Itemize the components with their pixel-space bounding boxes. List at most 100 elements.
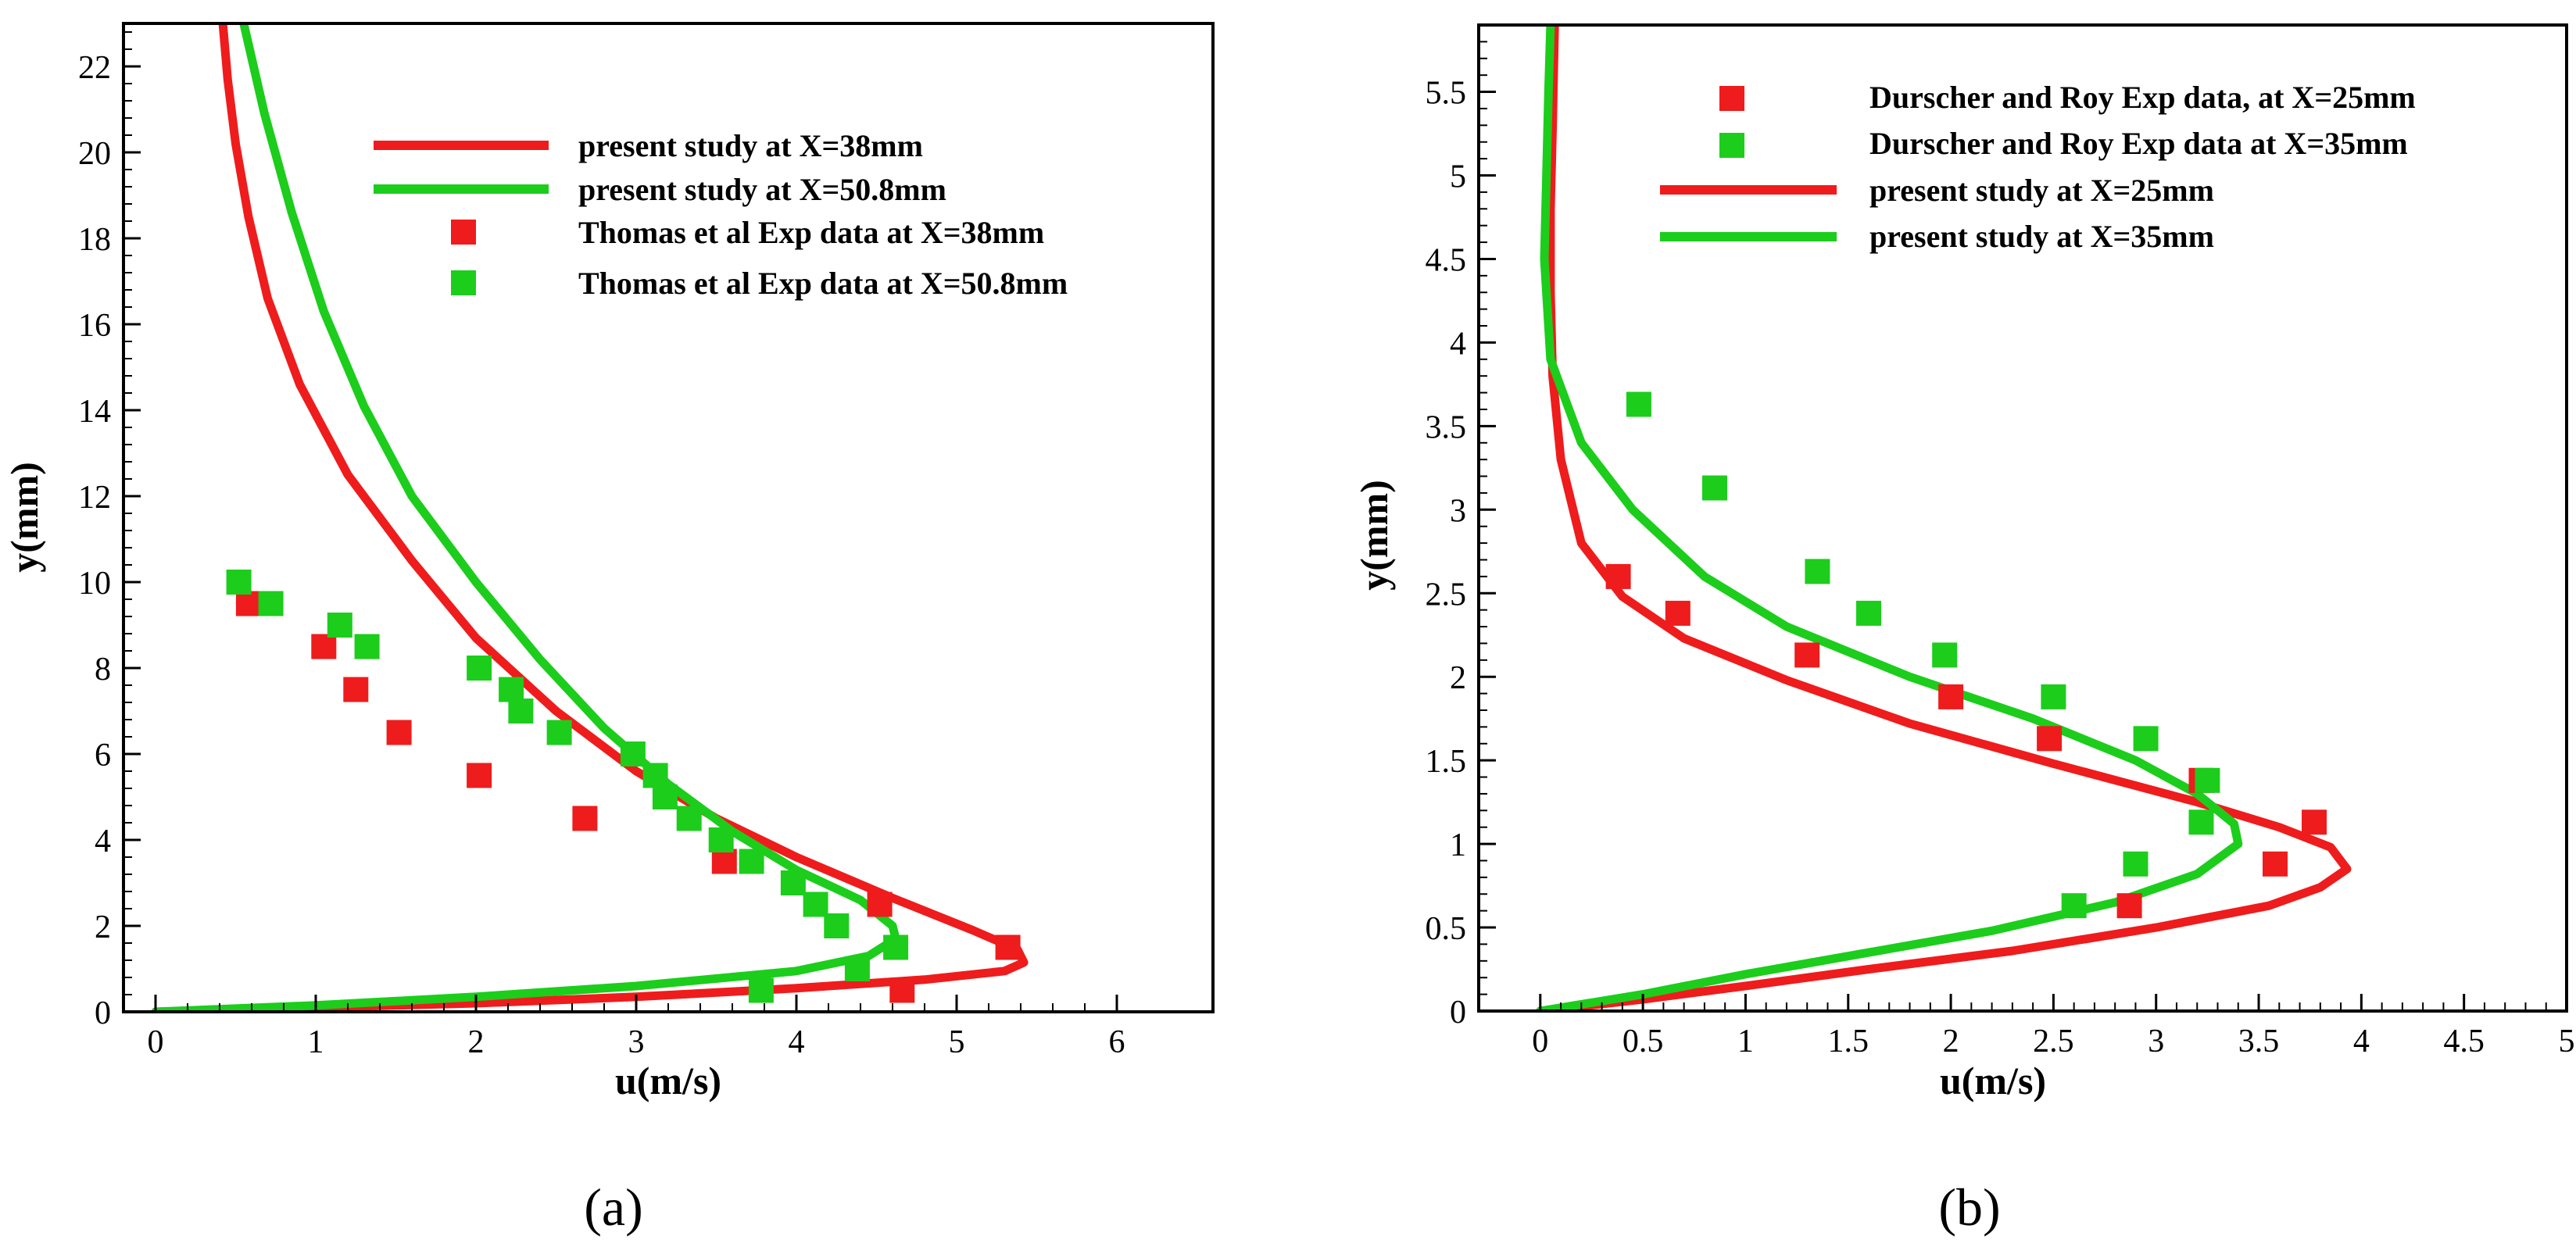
data-point-b-1-3 — [1856, 600, 1881, 626]
series-layer-a — [151, 23, 1029, 1012]
y-tick-label-a-1: 2 — [95, 909, 111, 945]
data-point-b-0-4 — [2037, 726, 2063, 752]
y-tick-label-a-3: 6 — [95, 738, 111, 774]
data-point-a-2-7 — [867, 891, 893, 917]
panel-label-b: (b) — [1938, 1177, 2000, 1237]
x-tick-label-b-10: 5 — [2559, 1024, 2575, 1059]
data-point-b-1-0 — [1626, 391, 1651, 417]
x-tick-label-b-5: 2.5 — [2033, 1024, 2074, 1059]
data-point-b-1-6 — [2133, 726, 2159, 752]
ticks-layer-b: 0 0.5 1 1.5 2 2.5 3 3.5 4 4.5 5 0 0.5 1 1.5 2 2.5 3 3.5 4 4.… — [1426, 24, 2575, 1059]
legend-label-b-3: present study at X=25mm — [1869, 173, 2214, 208]
data-point-a-2-3 — [386, 720, 412, 745]
y-tick-label-b-6: 3 — [1450, 493, 1466, 529]
y-tick-label-b-5: 2.5 — [1426, 577, 1467, 613]
data-point-b-0-1 — [1665, 600, 1690, 626]
x-tick-label-b-3: 1.5 — [1828, 1024, 1869, 1059]
x-tick-label-b-9: 4.5 — [2443, 1024, 2485, 1059]
x-tick-label-a-5: 5 — [949, 1024, 965, 1060]
legend-label-b-4: present study at X=35mm — [1869, 219, 2214, 254]
x-tick-label-a-6: 6 — [1109, 1024, 1125, 1060]
y-tick-label-b-10: 5 — [1450, 159, 1466, 195]
data-point-b-0-2 — [1794, 642, 1820, 668]
y-tick-label-a-10: 20 — [78, 136, 111, 172]
y-tick-label-a-6: 12 — [78, 480, 111, 516]
data-point-a-2-2 — [343, 677, 369, 702]
data-point-a-3-4 — [467, 656, 492, 681]
data-point-a-2-5 — [572, 806, 598, 831]
data-point-a-3-13 — [739, 849, 764, 874]
legend-marker-red-b — [1719, 86, 1744, 111]
y-tick-label-a-2: 4 — [95, 824, 111, 859]
series-layer-b — [1536, 25, 2352, 1011]
data-point-a-3-5 — [499, 677, 524, 702]
y-tick-label-b-7: 3.5 — [1426, 409, 1467, 445]
data-point-b-1-8 — [2188, 809, 2214, 835]
data-point-b-1-9 — [2123, 851, 2148, 877]
x-tick-label-b-0: 0 — [1532, 1024, 1548, 1059]
data-point-b-1-5 — [2041, 684, 2066, 709]
x-tick-label-a-4: 4 — [789, 1024, 805, 1060]
data-point-a-3-12 — [708, 827, 734, 852]
x-tick-label-b-6: 3 — [2148, 1024, 2164, 1059]
y-tick-label-a-9: 18 — [78, 222, 111, 258]
data-point-a-2-4 — [467, 763, 492, 788]
x-tick-label-b-2: 1 — [1737, 1024, 1754, 1059]
chart-panel-b: 0 0.5 1 1.5 2 2.5 3 3.5 4 4.5 5 0 0.5 1 1.5 2 2.5 3 3.5 4 4.… — [1352, 23, 2575, 1237]
legend-marker-red-a — [451, 220, 476, 245]
x-tick-label-a-3: 3 — [628, 1024, 645, 1060]
data-point-a-2-9 — [889, 977, 915, 1003]
data-point-b-1-2 — [1805, 559, 1830, 584]
panel-label-a: (a) — [584, 1177, 642, 1237]
legend-label-a-1: present study at X=38mm — [578, 128, 923, 163]
plot-frame-b — [1477, 23, 2568, 1013]
data-point-a-3-7 — [546, 720, 572, 745]
legend-marker-green-a — [451, 270, 476, 295]
data-point-a-3-1 — [258, 591, 284, 616]
y-tick-label-b-3: 1.5 — [1426, 744, 1467, 780]
data-point-a-3-14 — [780, 870, 806, 895]
data-point-a-3-16 — [824, 913, 850, 938]
data-point-a-3-9 — [642, 763, 668, 788]
legend-label-b-2: Durscher and Roy Exp data at X=35mm — [1869, 126, 2408, 161]
y-tick-label-b-11: 5.5 — [1426, 76, 1467, 112]
legend-marker-green-b — [1719, 133, 1744, 158]
y-tick-label-a-8: 16 — [78, 308, 111, 344]
y-axis-title-a: y(mm) — [2, 462, 46, 573]
y-axis-title-b: y(mm) — [1352, 480, 1396, 591]
data-point-b-1-4 — [1932, 642, 1958, 668]
data-point-b-0-8 — [2116, 893, 2142, 919]
x-tick-label-b-7: 3.5 — [2238, 1024, 2280, 1059]
x-axis-title-b: u(m/s) — [1940, 1059, 2046, 1102]
x-tick-label-a-1: 1 — [308, 1024, 324, 1060]
data-point-a-2-1 — [311, 634, 337, 659]
data-point-a-3-8 — [620, 741, 646, 766]
y-tick-label-b-9: 4.5 — [1426, 242, 1467, 278]
y-tick-label-a-11: 22 — [78, 50, 111, 86]
x-tick-label-b-4: 2 — [1943, 1024, 1959, 1059]
legend-b: Durscher and Roy Exp data, at X=25mm Dur… — [1660, 80, 2416, 254]
legend-label-a-2: present study at X=50.8mm — [578, 172, 946, 207]
data-point-a-2-0 — [235, 591, 261, 616]
data-point-a-2-6 — [711, 849, 737, 874]
y-tick-label-a-4: 8 — [95, 652, 111, 688]
data-point-b-0-0 — [1605, 563, 1631, 589]
data-point-a-2-8 — [995, 934, 1021, 960]
x-tick-label-a-0: 0 — [148, 1024, 164, 1060]
data-point-a-3-0 — [226, 570, 252, 595]
y-tick-label-b-8: 4 — [1450, 326, 1466, 362]
data-point-b-0-7 — [2263, 851, 2288, 877]
y-tick-label-b-0: 0 — [1450, 995, 1466, 1031]
y-tick-label-a-5: 10 — [78, 566, 111, 602]
data-point-a-3-19 — [748, 977, 774, 1003]
data-point-a-3-3 — [354, 634, 380, 659]
data-point-b-0-6 — [2302, 809, 2327, 835]
y-tick-label-b-4: 2 — [1450, 660, 1466, 696]
x-tick-label-a-2: 2 — [468, 1024, 485, 1060]
data-point-a-3-6 — [508, 699, 534, 724]
x-tick-label-b-1: 0.5 — [1623, 1024, 1664, 1059]
x-axis-title-a: u(m/s) — [615, 1059, 721, 1102]
data-point-a-3-10 — [652, 784, 678, 809]
